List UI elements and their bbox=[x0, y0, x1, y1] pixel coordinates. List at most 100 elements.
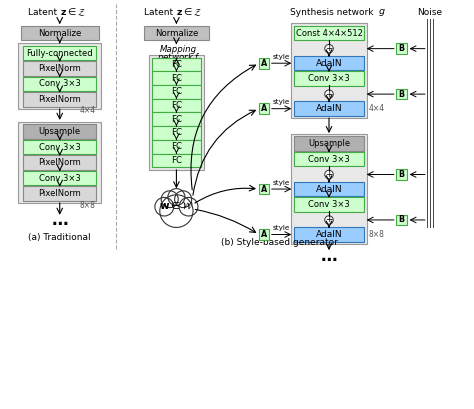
FancyBboxPatch shape bbox=[293, 26, 365, 40]
Circle shape bbox=[168, 189, 185, 205]
Text: $\mathbf{w} \in \mathcal{W}$: $\mathbf{w} \in \mathcal{W}$ bbox=[159, 200, 194, 211]
Text: B: B bbox=[399, 44, 405, 53]
Text: Normalize: Normalize bbox=[155, 29, 198, 38]
FancyBboxPatch shape bbox=[23, 171, 96, 185]
FancyBboxPatch shape bbox=[396, 43, 407, 54]
FancyBboxPatch shape bbox=[396, 169, 407, 180]
FancyBboxPatch shape bbox=[18, 122, 101, 203]
FancyBboxPatch shape bbox=[152, 140, 201, 153]
Circle shape bbox=[161, 191, 178, 208]
FancyBboxPatch shape bbox=[293, 227, 365, 242]
FancyBboxPatch shape bbox=[293, 152, 365, 166]
FancyBboxPatch shape bbox=[23, 76, 96, 91]
Text: B: B bbox=[399, 170, 405, 179]
Text: AdaIN: AdaIN bbox=[316, 230, 342, 239]
Circle shape bbox=[325, 45, 333, 53]
Text: +: + bbox=[325, 44, 333, 53]
FancyBboxPatch shape bbox=[152, 85, 201, 99]
Text: FC: FC bbox=[171, 156, 182, 165]
FancyBboxPatch shape bbox=[23, 155, 96, 170]
Text: FC: FC bbox=[171, 128, 182, 137]
Text: style: style bbox=[273, 225, 290, 231]
Text: AdaIN: AdaIN bbox=[316, 104, 342, 113]
Text: FC: FC bbox=[171, 101, 182, 110]
Text: Upsample: Upsample bbox=[308, 139, 350, 148]
Text: B: B bbox=[399, 90, 405, 99]
Text: Conv 3×3: Conv 3×3 bbox=[39, 79, 81, 88]
FancyBboxPatch shape bbox=[23, 124, 96, 139]
Text: network $f$: network $f$ bbox=[157, 51, 201, 62]
FancyBboxPatch shape bbox=[144, 26, 209, 40]
Text: Latent: Latent bbox=[145, 8, 176, 17]
Text: B: B bbox=[399, 216, 405, 225]
Circle shape bbox=[179, 198, 198, 216]
Text: Conv 3×3: Conv 3×3 bbox=[308, 74, 350, 83]
Text: Noise: Noise bbox=[418, 8, 443, 17]
Text: Const 4×4×512: Const 4×4×512 bbox=[296, 29, 363, 38]
FancyBboxPatch shape bbox=[21, 26, 99, 40]
Circle shape bbox=[174, 191, 191, 208]
Text: Upsample: Upsample bbox=[39, 127, 81, 136]
Text: PixelNorm: PixelNorm bbox=[38, 64, 81, 73]
FancyBboxPatch shape bbox=[152, 126, 201, 140]
FancyBboxPatch shape bbox=[293, 56, 365, 70]
FancyBboxPatch shape bbox=[258, 58, 269, 68]
Circle shape bbox=[325, 170, 333, 179]
Text: FC: FC bbox=[171, 74, 182, 83]
Text: Mapping: Mapping bbox=[160, 45, 197, 54]
Text: (b) Style-based generator: (b) Style-based generator bbox=[221, 238, 338, 247]
Text: PixelNorm: PixelNorm bbox=[38, 95, 81, 104]
FancyBboxPatch shape bbox=[23, 186, 96, 201]
FancyBboxPatch shape bbox=[258, 103, 269, 114]
Text: ⋯: ⋯ bbox=[51, 216, 68, 234]
Circle shape bbox=[325, 90, 333, 98]
Text: style: style bbox=[273, 180, 290, 186]
Text: $\mathbf{z} \in \mathcal{Z}$: $\mathbf{z} \in \mathcal{Z}$ bbox=[60, 7, 86, 18]
FancyBboxPatch shape bbox=[152, 112, 201, 126]
Text: (a) Traditional: (a) Traditional bbox=[28, 233, 91, 242]
FancyBboxPatch shape bbox=[291, 23, 367, 118]
Text: PixelNorm: PixelNorm bbox=[38, 189, 81, 198]
FancyBboxPatch shape bbox=[293, 101, 365, 116]
Circle shape bbox=[160, 195, 193, 227]
Text: Conv 3×3: Conv 3×3 bbox=[308, 200, 350, 209]
FancyBboxPatch shape bbox=[23, 92, 96, 107]
Text: Normalize: Normalize bbox=[38, 29, 82, 38]
Text: A: A bbox=[261, 184, 267, 193]
Circle shape bbox=[325, 216, 333, 224]
FancyBboxPatch shape bbox=[152, 72, 201, 85]
FancyBboxPatch shape bbox=[396, 89, 407, 99]
FancyBboxPatch shape bbox=[293, 197, 365, 212]
Text: Fully-connected: Fully-connected bbox=[27, 49, 93, 58]
Text: FC: FC bbox=[171, 88, 182, 97]
Text: A: A bbox=[261, 230, 267, 239]
Text: Latent: Latent bbox=[28, 8, 60, 17]
Text: +: + bbox=[325, 90, 333, 99]
Text: Conv 3×3: Conv 3×3 bbox=[39, 143, 81, 152]
FancyBboxPatch shape bbox=[396, 215, 407, 225]
Text: 4×4: 4×4 bbox=[80, 106, 96, 115]
FancyBboxPatch shape bbox=[152, 58, 201, 72]
FancyBboxPatch shape bbox=[23, 46, 96, 61]
Text: style: style bbox=[273, 99, 290, 105]
FancyBboxPatch shape bbox=[149, 55, 203, 170]
FancyBboxPatch shape bbox=[258, 184, 269, 194]
Text: Synthesis network: Synthesis network bbox=[290, 8, 377, 17]
FancyBboxPatch shape bbox=[293, 72, 365, 86]
FancyBboxPatch shape bbox=[291, 134, 367, 244]
Text: 4×4: 4×4 bbox=[368, 104, 384, 113]
Text: A: A bbox=[261, 104, 267, 113]
FancyBboxPatch shape bbox=[152, 99, 201, 112]
Text: 8×8: 8×8 bbox=[368, 230, 384, 239]
Text: +: + bbox=[325, 216, 333, 225]
Text: ⋯: ⋯ bbox=[321, 251, 337, 269]
Text: A: A bbox=[261, 59, 267, 68]
Text: $\mathbf{z} \in \mathcal{Z}$: $\mathbf{z} \in \mathcal{Z}$ bbox=[176, 7, 203, 18]
Circle shape bbox=[155, 198, 174, 216]
Text: +: + bbox=[325, 170, 333, 179]
Text: FC: FC bbox=[171, 142, 182, 151]
Text: style: style bbox=[273, 54, 290, 60]
FancyBboxPatch shape bbox=[152, 153, 201, 167]
FancyBboxPatch shape bbox=[23, 61, 96, 76]
Text: Conv 3×3: Conv 3×3 bbox=[308, 155, 350, 164]
